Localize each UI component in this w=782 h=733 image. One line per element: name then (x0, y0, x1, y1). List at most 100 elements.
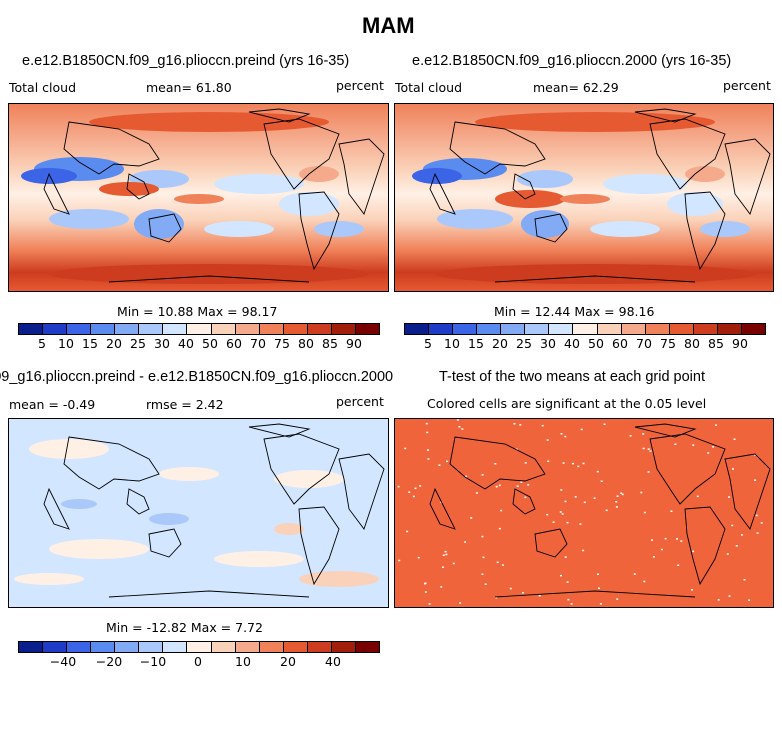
panel3-title: e.e12.B1850CN.f09_g16.plioccn.preind - e… (0, 369, 394, 385)
nonsignificant-cell (731, 524, 734, 527)
nonsignificant-cell (524, 462, 527, 464)
nonsignificant-cell (414, 487, 417, 490)
nonsignificant-cell (600, 480, 603, 482)
nonsignificant-cell (660, 548, 663, 551)
nonsignificant-cell (562, 462, 565, 464)
nonsignificant-cell (616, 598, 619, 600)
nonsignificant-cell (582, 462, 585, 465)
tick-label: 10 (444, 336, 460, 351)
tick-label: 10 (235, 654, 251, 669)
nonsignificant-cell (564, 556, 567, 558)
nonsignificant-cell (498, 484, 501, 487)
tick-label: 30 (540, 336, 556, 351)
nonsignificant-cell (481, 573, 484, 575)
nonsignificant-cell (615, 501, 618, 503)
panel2-coastlines (429, 108, 771, 283)
nonsignificant-cell (465, 475, 468, 478)
nonsignificant-cell (426, 431, 429, 434)
nonsignificant-cell (692, 550, 695, 553)
nonsignificant-cell (593, 497, 596, 499)
panel1-field-label: Total cloud (9, 80, 77, 95)
tick-label: 60 (612, 336, 628, 351)
nonsignificant-cell (442, 554, 445, 556)
nonsignificant-cell (481, 535, 484, 538)
panel3-map (8, 418, 389, 608)
nonsignificant-cell (743, 579, 746, 581)
nonsignificant-cell (691, 589, 693, 591)
nonsignificant-cell (677, 564, 680, 566)
nonsignificant-cell (647, 471, 650, 473)
nonsignificant-cell (597, 573, 599, 575)
tick-label: 20 (492, 336, 508, 351)
panel4-coastlines (429, 423, 771, 598)
panel3-rmse: rmse = 2.42 (146, 397, 224, 412)
nonsignificant-cell (676, 538, 678, 540)
nonsignificant-cell (501, 564, 504, 566)
nonsignificant-cell (754, 454, 757, 456)
nonsignificant-cell (513, 423, 516, 425)
nonsignificant-cell (564, 435, 567, 438)
nonsignificant-cell (547, 460, 550, 462)
figure-title: MAM (362, 13, 415, 38)
nonsignificant-cell (482, 556, 485, 559)
panel2-units: percent (723, 78, 771, 93)
nonsignificant-cell (564, 500, 567, 503)
nonsignificant-cell (458, 426, 461, 428)
nonsignificant-cell (566, 521, 569, 524)
nonsignificant-cell (470, 517, 473, 519)
nonsignificant-cell (560, 433, 563, 435)
nonsignificant-cell (726, 553, 729, 555)
nonsignificant-cell (615, 506, 618, 508)
nonsignificant-cell (520, 481, 523, 483)
nonsignificant-cell (598, 587, 600, 589)
nonsignificant-cell (481, 474, 484, 476)
nonsignificant-cell (741, 534, 743, 536)
nonsignificant-cell (560, 489, 563, 491)
tick-label: 30 (154, 336, 170, 351)
panel1-units: percent (336, 78, 384, 93)
nonsignificant-cell (629, 435, 632, 437)
tick-label: 50 (588, 336, 604, 351)
panel1-minmax: Min = 10.88 Max = 98.17 (117, 304, 278, 319)
nonsignificant-cell (397, 485, 400, 488)
nonsignificant-cell (582, 549, 585, 552)
nonsignificant-cell (756, 532, 759, 534)
tick-label: −10 (139, 654, 167, 669)
nonsignificant-cell (427, 449, 429, 451)
nonsignificant-cell (605, 509, 608, 512)
nonsignificant-cell (603, 423, 606, 425)
tick-label: 75 (660, 336, 676, 351)
panel2-mean: mean= 62.29 (533, 80, 619, 95)
tick-label: 80 (684, 336, 700, 351)
nonsignificant-cell (424, 582, 426, 585)
tick-label: 20 (106, 336, 122, 351)
tick-label: 90 (732, 336, 748, 351)
nonsignificant-cell (398, 559, 401, 562)
nonsignificant-cell (509, 587, 512, 590)
tick-label: 40 (325, 654, 341, 669)
nonsignificant-cell (620, 492, 623, 494)
panel2-colorbar (404, 323, 766, 335)
nonsignificant-cell (652, 556, 655, 558)
nonsignificant-cell (440, 586, 443, 588)
panel4-subtitle: Colored cells are significant at the 0.0… (427, 396, 707, 411)
nonsignificant-cell (696, 495, 699, 498)
panel3-minmax: Min = -12.82 Max = 7.72 (106, 620, 263, 635)
nonsignificant-cell (567, 598, 570, 601)
nonsignificant-cell (522, 592, 524, 594)
tick-label: 15 (468, 336, 484, 351)
panel1-title: e.e12.B1850CN.f09_g16.plioccn.preind (yr… (22, 53, 350, 69)
nonsignificant-cell (445, 553, 448, 556)
panel1-colorbar (18, 323, 380, 335)
nonsignificant-cell (461, 428, 464, 430)
nonsignificant-cell (642, 447, 645, 450)
nonsignificant-cell (748, 599, 751, 601)
tick-label: 10 (58, 336, 74, 351)
nonsignificant-cell (680, 540, 683, 542)
nonsignificant-cell (500, 509, 503, 512)
nonsignificant-cell (647, 448, 650, 450)
panel3-coastlines (43, 423, 385, 598)
nonsignificant-cell (438, 464, 441, 466)
nonsignificant-cell (732, 468, 734, 470)
tick-label: 85 (322, 336, 338, 351)
